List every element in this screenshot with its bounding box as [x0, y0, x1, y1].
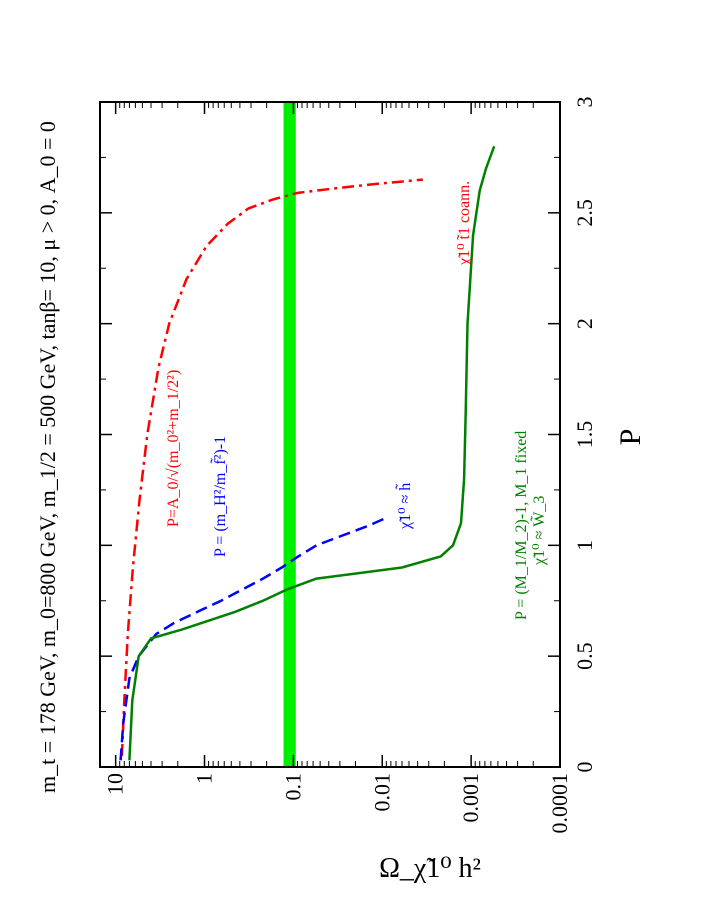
red-curve-label: P=A_0/√(m_0²+m_1/2²): [165, 370, 182, 527]
x-tick-label: 1.5: [572, 421, 597, 449]
green-curve-annotation: χ̃1⁰ ≈ W̃_3: [530, 496, 548, 566]
blue-curve-annotation: χ̃1⁰ ≈ h̃: [395, 483, 414, 530]
wmap-band: [283, 102, 296, 767]
chart-title: m_t = 178 GeV, m_0=800 GeV, m_1/2 = 500 …: [35, 121, 60, 793]
x-tick-label: 3: [572, 97, 597, 108]
x-tick-label: 1: [572, 540, 597, 551]
green-curve-label: P = (M_1/M_2)-1, M_1 fixed: [513, 431, 530, 620]
x-tick-label: 0: [572, 762, 597, 773]
rotated-figure: 0 0.5 1 1.5 2 2.5 3 0.0001 0.001 0.01 0.1 1 10 m_t =…: [35, 97, 647, 885]
x-tick-label: 2: [572, 318, 597, 329]
y-axis-label: Ω_χ̃1⁰ h²: [379, 853, 481, 884]
text-layer: m_t = 178 GeV, m_0=800 GeV, m_1/2 = 500 …: [35, 121, 647, 884]
red-curve-annotation: χ̃1⁰ t̃1 coann.: [456, 181, 473, 266]
blue-curve-label: P = (m_H²/m_f̃²)-1: [210, 436, 229, 557]
y-tick-label: 1: [192, 773, 217, 784]
y-tick-label: 0.0001: [547, 773, 572, 834]
band-layer: [283, 102, 296, 767]
y-tick-label: 0.01: [369, 773, 394, 812]
red-curve: [120, 178, 423, 756]
x-tick-label: 2.5: [572, 199, 597, 227]
series-layer: [119, 145, 496, 761]
x-tick-label: 0.5: [572, 642, 597, 670]
y-tick-label: 0.1: [280, 773, 305, 801]
blue-curve: [119, 517, 385, 761]
x-axis-label: P: [614, 429, 647, 446]
y-tick-label: 10: [103, 773, 128, 795]
green-curve: [128, 145, 496, 761]
axes-layer: 0 0.5 1 1.5 2 2.5 3 0.0001 0.001 0.01 0.1 1 10: [99, 97, 597, 834]
y-tick-label: 0.001: [458, 773, 483, 823]
